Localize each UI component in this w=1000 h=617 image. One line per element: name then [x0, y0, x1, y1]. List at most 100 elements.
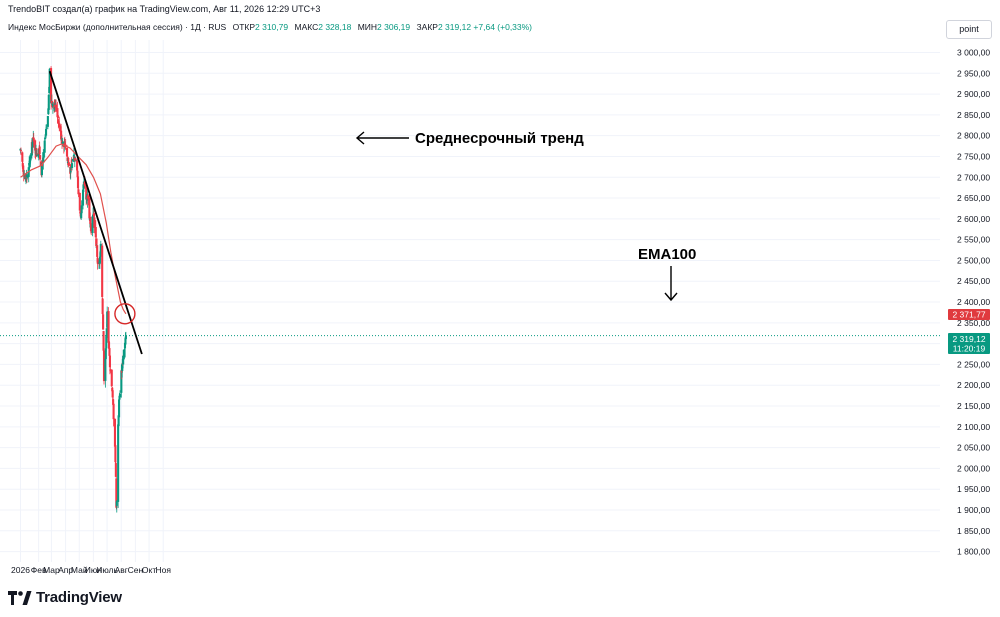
price-tick-label: 2 400,00 [957, 297, 990, 307]
symbol-legend[interactable]: Индекс МосБиржи (дополнительная сессия) … [8, 22, 532, 32]
ema-price-tag: 2 371,77 [952, 310, 985, 320]
high-value: 2 328,18 [318, 22, 352, 32]
candle-body [76, 176, 80, 189]
candle-body [60, 140, 64, 144]
candle-body [110, 369, 113, 387]
candle-body [48, 86, 51, 94]
candle-body [44, 135, 47, 137]
tradingview-logo[interactable]: TradingView [8, 589, 122, 606]
candle-body [42, 152, 45, 163]
candle-body [38, 146, 41, 155]
price-tick-label: 2 750,00 [957, 151, 990, 161]
candle-body [96, 257, 99, 263]
candle-body [50, 68, 53, 104]
candle-body [108, 348, 111, 356]
price-tick-label: 2 900,00 [957, 89, 990, 99]
time-tick-label: Авг [115, 565, 128, 575]
time-tick-label: Июн [85, 565, 102, 575]
candle-body [56, 115, 59, 119]
close-value: 2 319,12 [437, 22, 472, 32]
candle-body [44, 137, 47, 140]
price-tick-label: 3 000,00 [957, 47, 990, 57]
price-tick-label: 2 250,00 [957, 359, 990, 369]
candle-body [39, 155, 42, 160]
candle-body [22, 170, 25, 176]
scale-mode-button[interactable]: point [946, 20, 992, 39]
annotations: Среднесрочный тренд EMA100 [355, 130, 696, 302]
time-tick-label: Окт [142, 565, 156, 575]
candle-body [24, 180, 28, 182]
high-label: МАКС [294, 22, 319, 32]
candle-body [120, 369, 123, 373]
open-value: 2 310,79 [255, 22, 289, 32]
price-tick-label: 2 150,00 [957, 401, 990, 411]
candle-body [106, 311, 109, 328]
countdown-tag: 11:20:19 [953, 344, 986, 354]
candle-body [102, 314, 105, 330]
candle-body [123, 349, 126, 358]
price-tick-label: 1 850,00 [957, 526, 990, 536]
price-tick-label: 2 700,00 [957, 172, 990, 182]
ema-label: EMA100 [638, 246, 696, 263]
candle-body [102, 350, 106, 382]
price-tick-label: 2 350,00 [957, 318, 990, 328]
time-tick-label: Сен [128, 565, 144, 575]
time-tick-label: Мар [43, 565, 60, 575]
intersection-circle [114, 303, 136, 325]
symbol-name[interactable]: Индекс МосБиржи (дополнительная сессия) … [8, 22, 227, 32]
candle-body [112, 399, 115, 405]
candle-body [122, 355, 125, 365]
trendline [48, 70, 143, 355]
price-tick-label: 2 050,00 [957, 443, 990, 453]
candle-body [117, 424, 120, 502]
candle-body [65, 147, 69, 157]
candle-body [30, 142, 33, 156]
price-axis[interactable]: 3 000,00 2 950,00 2 900,00 2 850,00 2 800,00… [957, 47, 990, 556]
candle-body [108, 355, 111, 368]
candle-body [89, 216, 92, 224]
ema100-series [20, 143, 127, 315]
candle-body [59, 126, 62, 132]
candle-body [60, 130, 63, 140]
time-tick-label: 2026 [11, 565, 30, 575]
price-tick-label: 2 650,00 [957, 193, 990, 203]
candle-body [26, 175, 29, 178]
candle-body [60, 139, 63, 141]
candle-body [21, 152, 24, 162]
candle-body [124, 335, 127, 340]
candle-body [82, 184, 85, 189]
candle-body [114, 463, 117, 477]
price-tick-label: 1 800,00 [957, 547, 990, 557]
candle-body [114, 445, 117, 463]
candle-body [29, 154, 32, 161]
price-tick-label: 2 500,00 [957, 255, 990, 265]
tradingview-logo-text: TradingView [36, 589, 122, 606]
candle-body [45, 127, 48, 129]
close-label: ЗАКР [416, 22, 438, 32]
trend-label: Среднесрочный тренд [415, 130, 584, 147]
candle-body [99, 252, 102, 257]
candle-body [28, 162, 31, 166]
last-price-tag: 2 319,12 [952, 334, 985, 344]
candle-body [99, 243, 102, 255]
candle-body [118, 395, 121, 399]
candle-body [69, 167, 72, 173]
candle-body [77, 189, 80, 195]
candles [19, 66, 127, 513]
ema100-line [20, 143, 127, 315]
time-tick-label: Фев [31, 565, 47, 575]
candle-body [24, 173, 27, 180]
price-tick-label: 2 550,00 [957, 235, 990, 245]
candle-body [101, 298, 104, 315]
candle-body [43, 140, 46, 153]
candle-body [104, 358, 107, 381]
trendline-drawing[interactable] [48, 70, 143, 355]
price-tick-label: 1 950,00 [957, 484, 990, 494]
candle-body [76, 160, 79, 171]
candle-body [50, 101, 54, 104]
candle-body [61, 142, 64, 144]
candle-body [117, 415, 120, 427]
grid [0, 40, 940, 562]
